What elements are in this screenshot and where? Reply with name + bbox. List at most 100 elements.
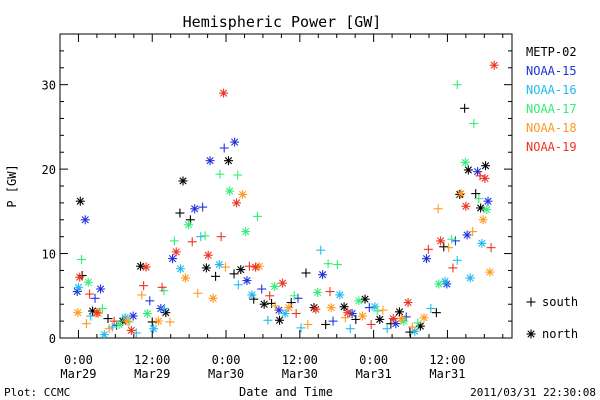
- north-point: [75, 272, 85, 282]
- south-point: [103, 314, 113, 324]
- south-point: [160, 303, 170, 313]
- south-point: [296, 323, 306, 333]
- south-point: [450, 236, 460, 246]
- south-point: [452, 80, 462, 90]
- north-point: [230, 137, 240, 147]
- north-point: [128, 311, 138, 321]
- north-point: [477, 238, 487, 248]
- north-point: [99, 330, 109, 340]
- south-point: [316, 245, 326, 255]
- north-point: [460, 157, 470, 167]
- north-point: [241, 227, 251, 237]
- legend-item-noaa-15: NOAA-15: [526, 64, 577, 78]
- north-point: [396, 314, 406, 324]
- north-point: [419, 313, 429, 323]
- x-tick-time-label: 12:00: [282, 353, 318, 367]
- north-point: [465, 273, 475, 283]
- south-point: [468, 227, 478, 237]
- north-point: [375, 314, 385, 324]
- south-point: [452, 255, 462, 265]
- north-point: [456, 189, 466, 199]
- north-point: [370, 302, 380, 312]
- south-point: [216, 232, 226, 242]
- south-point: [447, 234, 457, 244]
- north-point: [92, 308, 102, 318]
- south-point: [325, 287, 335, 297]
- x-tick-date-label: Mar31: [429, 367, 465, 381]
- north-point: [203, 250, 213, 260]
- y-tick-label: 20: [42, 163, 56, 177]
- legend-label-south: south: [542, 295, 578, 309]
- legend-symbol-south: [526, 297, 536, 307]
- series-noaa-19: [75, 60, 499, 335]
- south-point: [233, 280, 243, 290]
- legend-item-noaa-19: NOAA-19: [526, 140, 577, 154]
- north-point: [278, 278, 288, 288]
- north-point: [280, 309, 290, 319]
- south-point: [219, 143, 229, 153]
- south-point: [372, 306, 382, 316]
- south-point: [157, 282, 167, 292]
- x-tick-date-label: Mar30: [282, 367, 318, 381]
- x-tick-date-label: Mar29: [60, 367, 96, 381]
- x-tick-time-label: 12:00: [134, 353, 170, 367]
- north-point: [214, 260, 224, 270]
- north-point: [168, 254, 178, 264]
- north-point: [422, 254, 432, 264]
- south-point: [244, 261, 254, 271]
- south-point: [169, 236, 179, 246]
- legend-item-noaa-17: NOAA-17: [526, 102, 577, 116]
- legend-item-metp-02: METP-02: [526, 45, 577, 59]
- north-point: [360, 294, 370, 304]
- north-point: [335, 290, 345, 300]
- north-point: [180, 273, 190, 283]
- south-point: [405, 327, 415, 337]
- north-point: [410, 326, 420, 336]
- x-axis-label: Date and Time: [239, 385, 333, 399]
- series-metp-02: [75, 103, 491, 337]
- south-point: [137, 290, 147, 300]
- north-point: [394, 307, 404, 317]
- south-point: [147, 317, 157, 327]
- series-noaa-15: [72, 137, 493, 330]
- north-point: [259, 299, 269, 309]
- north-point: [403, 298, 413, 308]
- south-point: [486, 243, 496, 253]
- south-point: [291, 309, 301, 319]
- south-point: [187, 237, 197, 247]
- north-point: [480, 173, 490, 183]
- south-point: [433, 204, 443, 214]
- y-tick-label: 0: [49, 332, 56, 346]
- south-point: [303, 319, 313, 329]
- north-point: [476, 203, 486, 213]
- south-point: [382, 324, 392, 334]
- footer-timestamp: 2011/03/31 22:30:08: [470, 386, 596, 399]
- south-point: [444, 243, 454, 253]
- north-point: [313, 287, 323, 297]
- north-point: [463, 165, 473, 175]
- south-point: [193, 288, 203, 298]
- north-point: [485, 267, 495, 277]
- south-point: [90, 293, 100, 303]
- north-point: [126, 325, 136, 335]
- south-point: [423, 244, 433, 254]
- south-point: [220, 262, 230, 272]
- north-point: [142, 309, 152, 319]
- north-point: [236, 265, 246, 275]
- north-point: [247, 290, 257, 300]
- plot-frame: [59, 33, 513, 339]
- south-point: [345, 324, 355, 334]
- south-point: [301, 268, 311, 278]
- north-point: [238, 189, 248, 199]
- series-noaa-18: [73, 189, 495, 334]
- south-point: [77, 254, 87, 264]
- south-point: [211, 271, 221, 281]
- north-point: [489, 60, 499, 70]
- north-point: [176, 264, 186, 274]
- north-point: [461, 201, 471, 211]
- south-point: [270, 301, 280, 311]
- north-point: [274, 305, 284, 315]
- south-point: [378, 305, 388, 315]
- south-point: [200, 231, 210, 241]
